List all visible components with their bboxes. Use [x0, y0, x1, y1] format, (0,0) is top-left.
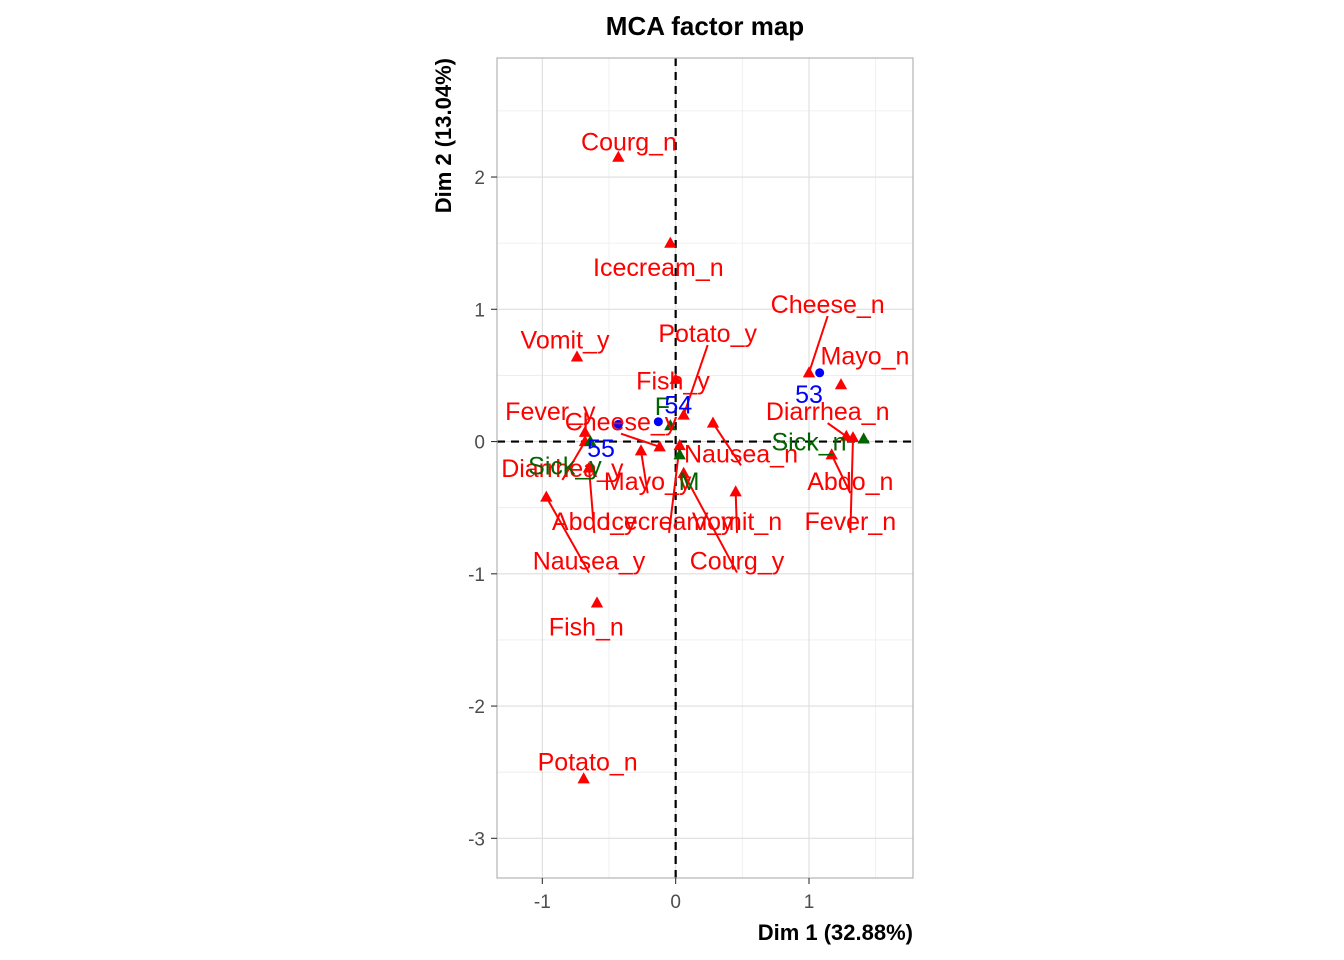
- y-tick-label: -3: [468, 829, 485, 850]
- point-labels: Courg_n Icecream_n Cheese_n Potato_y Vomit_y…: [501, 128, 909, 776]
- y-tick-label: 0: [474, 433, 485, 454]
- active-category-label: Courg_y: [690, 548, 785, 576]
- point-markers: [540, 150, 870, 784]
- active-category-leader-line: [668, 445, 681, 534]
- x-tick-label: 1: [804, 892, 815, 913]
- active-category-label: Fish_n: [549, 614, 624, 642]
- active-category-label: Vomit_n: [692, 508, 782, 536]
- active-category-leader-line: [620, 432, 660, 448]
- active-category-leader-line: [830, 454, 852, 494]
- reference-lines: [497, 58, 913, 878]
- active-category-marker: [677, 466, 690, 478]
- active-category-marker: [669, 372, 682, 384]
- active-category-label: Fever_y: [505, 398, 596, 426]
- active-category-leader-line: [808, 315, 829, 374]
- active-category-marker: [825, 448, 838, 460]
- label-leader-lines: [545, 315, 854, 574]
- active-category-marker: [653, 440, 666, 452]
- active-category-leader-line: [588, 467, 596, 533]
- active-category-label: Abdo_y: [552, 508, 637, 536]
- active-category-leader-line: [545, 496, 590, 574]
- active-category-leader-line: [561, 441, 586, 481]
- active-category-marker: [729, 485, 742, 497]
- supplementary-category-marker: [664, 419, 677, 431]
- active-category-label: Cheese_n: [771, 291, 885, 319]
- x-tick-label: 0: [670, 892, 681, 913]
- active-category-marker: [578, 425, 592, 437]
- active-category-marker: [706, 416, 720, 428]
- active-category-marker: [577, 772, 590, 784]
- chart-title: MCA factor map: [606, 11, 804, 41]
- active-category-marker: [612, 150, 625, 162]
- active-category-leader-line: [712, 422, 742, 467]
- active-category-label: Abdo_n: [807, 468, 893, 496]
- active-category-label: Vomit_y: [521, 327, 610, 355]
- y-tick-label: -2: [468, 697, 485, 718]
- active-category-label: Diarrhea_y: [501, 455, 624, 483]
- individual-marker: [815, 368, 825, 378]
- active-category-label: Icecream_n: [593, 254, 724, 282]
- supplementary-category-label: F: [655, 393, 670, 421]
- active-category-marker: [582, 461, 596, 473]
- x-axis-title: Dim 1 (32.88%): [758, 920, 913, 945]
- active-category-label: Diarrhea_n: [766, 398, 890, 426]
- active-category-label: Potato_y: [658, 320, 757, 348]
- active-category-label: Mayo_y: [604, 468, 692, 496]
- supplementary-category-label: M: [679, 468, 700, 496]
- individual-marker: [613, 419, 623, 429]
- active-category-label: Fish_y: [636, 368, 710, 396]
- supplementary-category-marker: [673, 448, 686, 460]
- active-category-leader-line: [827, 422, 847, 438]
- active-category-label: Potato_n: [538, 749, 638, 777]
- active-category-leader-line: [849, 437, 854, 533]
- active-category-marker: [540, 490, 553, 502]
- axis-ticks: -1 0 1 -3 -2 -1 0 1 2: [468, 168, 814, 913]
- x-tick-label: -1: [534, 892, 551, 913]
- active-category-label: Icecream_y: [604, 508, 734, 536]
- supplementary-category-label: Sick_n: [771, 429, 846, 457]
- active-category-leader-line: [734, 491, 738, 533]
- active-category-label: Nausea_y: [533, 548, 646, 576]
- active-category-marker: [634, 444, 648, 456]
- active-category-marker: [677, 408, 690, 420]
- active-category-marker: [802, 366, 816, 378]
- individual-marker: [653, 417, 663, 427]
- active-category-marker: [570, 350, 584, 362]
- y-tick-label: -1: [468, 565, 485, 586]
- active-category-marker: [664, 236, 677, 248]
- active-category-label: Nausea_n: [684, 440, 798, 468]
- individual-label: 53: [795, 381, 823, 409]
- individual-label: 55: [587, 435, 615, 463]
- y-tick-label: 2: [474, 168, 485, 189]
- supplementary-category-marker: [584, 435, 597, 447]
- active-category-marker: [834, 378, 848, 390]
- grid-minor: [497, 58, 913, 878]
- supplementary-category-label: Sick_y: [528, 452, 602, 480]
- active-category-marker: [673, 439, 686, 451]
- active-category-leader-line: [640, 450, 649, 494]
- y-tick-label: 1: [474, 300, 485, 321]
- panel-border: [496, 57, 914, 879]
- individual-label: 54: [664, 392, 692, 420]
- supplementary-category-marker: [857, 432, 870, 444]
- y-axis-title: Dim 2 (13.04%): [431, 58, 456, 213]
- active-category-label: Fever_n: [804, 508, 896, 536]
- active-category-marker: [590, 596, 604, 608]
- active-category-label: Mayo_n: [821, 343, 910, 371]
- active-category-label: Courg_n: [581, 128, 677, 156]
- grid-major: [497, 58, 913, 878]
- active-category-leader-line: [682, 472, 738, 574]
- active-category-leader-line: [682, 344, 709, 416]
- active-category-marker: [846, 431, 860, 443]
- active-category-label: Cheese_y: [565, 409, 678, 437]
